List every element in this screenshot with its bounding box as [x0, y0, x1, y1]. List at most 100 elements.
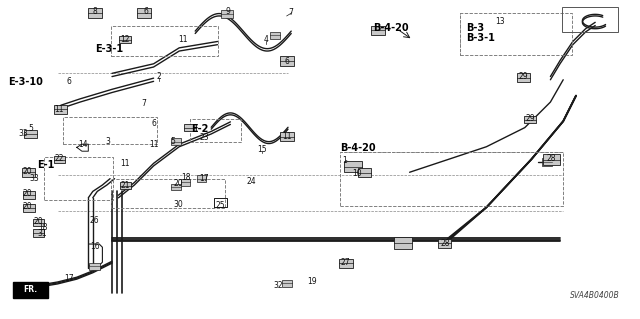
Bar	[180, 179, 191, 186]
Bar	[371, 26, 385, 35]
Text: B-4-20: B-4-20	[340, 143, 376, 153]
Text: E-2: E-2	[191, 124, 208, 134]
Text: 28: 28	[547, 154, 556, 163]
Text: 10: 10	[352, 169, 362, 178]
Bar	[33, 219, 44, 226]
Text: 13: 13	[495, 17, 506, 26]
Bar	[111, 26, 218, 56]
Bar	[542, 158, 552, 166]
Bar	[13, 282, 48, 298]
Text: 31: 31	[37, 229, 47, 238]
Text: 33: 33	[29, 174, 39, 183]
Bar	[562, 7, 618, 32]
Bar	[172, 138, 181, 145]
Bar	[54, 156, 65, 163]
Bar	[137, 8, 151, 18]
Text: B-4-20: B-4-20	[373, 23, 409, 33]
Bar	[340, 152, 563, 206]
Text: 29: 29	[518, 72, 529, 81]
Text: 29: 29	[525, 114, 535, 122]
Text: 12: 12	[120, 35, 129, 44]
Text: 5: 5	[28, 124, 33, 133]
Bar	[197, 175, 207, 182]
Bar	[119, 36, 131, 43]
Bar	[23, 191, 35, 199]
Text: 19: 19	[307, 277, 317, 286]
Bar	[282, 280, 292, 287]
Text: 8: 8	[92, 7, 97, 16]
Bar	[120, 182, 131, 189]
Bar	[88, 8, 102, 18]
Bar	[44, 157, 113, 200]
Text: 11: 11	[121, 159, 130, 168]
Bar	[358, 168, 371, 177]
Bar	[524, 116, 536, 123]
Text: 17: 17	[198, 174, 209, 183]
Text: E-1: E-1	[37, 160, 54, 170]
Bar	[339, 259, 353, 268]
Text: 20: 20	[22, 167, 33, 176]
Text: 6: 6	[284, 57, 289, 66]
Text: 11: 11	[54, 105, 63, 114]
Bar	[33, 229, 44, 237]
Text: 2: 2	[156, 72, 161, 81]
Text: 14: 14	[78, 140, 88, 149]
Bar	[517, 73, 530, 82]
Text: 6: 6	[67, 77, 72, 86]
Text: SVA4B0400B: SVA4B0400B	[570, 291, 620, 300]
Bar	[172, 184, 181, 190]
Text: 33: 33	[18, 130, 28, 138]
Text: 27: 27	[340, 258, 351, 267]
Text: 25: 25	[216, 201, 226, 210]
Bar	[394, 237, 412, 249]
Bar	[280, 56, 294, 66]
Text: B-3: B-3	[466, 23, 484, 33]
Text: 23: 23	[200, 133, 210, 142]
Text: 4: 4	[264, 35, 269, 44]
Text: 26: 26	[90, 216, 100, 225]
Bar	[270, 32, 280, 39]
Text: 28: 28	[440, 239, 449, 248]
Bar	[24, 130, 37, 138]
Bar	[438, 239, 451, 248]
Text: 11: 11	[149, 140, 158, 149]
Text: 20: 20	[22, 202, 33, 211]
Text: 20: 20	[173, 179, 183, 188]
Text: 22: 22	[55, 154, 64, 163]
Bar	[344, 161, 362, 172]
Text: 30: 30	[173, 200, 183, 209]
Text: 16: 16	[90, 242, 100, 251]
Bar	[89, 263, 100, 270]
Text: 5: 5	[170, 137, 175, 146]
Text: 11: 11	[179, 35, 188, 44]
Text: E-3-10: E-3-10	[8, 77, 42, 87]
Bar	[460, 13, 572, 55]
Text: FR.: FR.	[24, 285, 38, 294]
Text: 21: 21	[121, 181, 130, 190]
Bar	[63, 117, 157, 144]
Text: 6: 6	[143, 7, 148, 16]
Text: 15: 15	[257, 145, 268, 154]
Text: 3: 3	[105, 137, 110, 146]
Text: 1: 1	[342, 156, 347, 165]
Bar	[190, 119, 241, 142]
Bar	[22, 168, 35, 177]
Text: 18: 18	[38, 223, 47, 232]
Text: 9: 9	[225, 7, 230, 16]
Text: 24: 24	[246, 177, 257, 186]
Bar	[280, 132, 294, 141]
Bar	[184, 124, 196, 131]
Text: 7: 7	[288, 8, 293, 17]
Text: 7: 7	[141, 100, 147, 108]
Text: B-3-1: B-3-1	[466, 33, 495, 43]
Text: 20: 20	[22, 189, 33, 198]
Bar	[111, 179, 225, 208]
Text: E-3-1: E-3-1	[95, 44, 123, 55]
Text: 18: 18	[181, 173, 190, 182]
Text: 6: 6	[151, 119, 156, 128]
Text: 17: 17	[64, 274, 74, 283]
Bar	[23, 204, 35, 212]
Bar	[54, 105, 67, 114]
Text: 20: 20	[33, 217, 44, 226]
Text: 11: 11	[282, 132, 291, 141]
